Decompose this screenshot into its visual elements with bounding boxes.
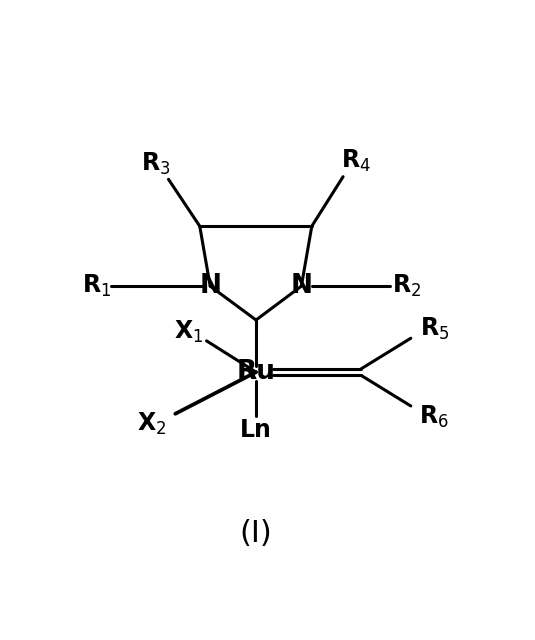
Text: R$_1$: R$_1$ <box>82 273 111 300</box>
Text: R$_4$: R$_4$ <box>341 148 371 174</box>
Text: Ln: Ln <box>240 419 272 442</box>
Text: X$_1$: X$_1$ <box>174 318 203 344</box>
Text: (Ⅰ): (Ⅰ) <box>240 519 272 548</box>
Text: X$_2$: X$_2$ <box>137 411 166 437</box>
Text: Ru: Ru <box>236 359 276 385</box>
Text: R$_2$: R$_2$ <box>392 273 421 300</box>
Text: R$_6$: R$_6$ <box>419 403 449 429</box>
Text: N: N <box>199 273 221 299</box>
Text: N: N <box>291 273 312 299</box>
Text: R$_5$: R$_5$ <box>419 316 449 342</box>
Text: R$_3$: R$_3$ <box>141 150 170 177</box>
